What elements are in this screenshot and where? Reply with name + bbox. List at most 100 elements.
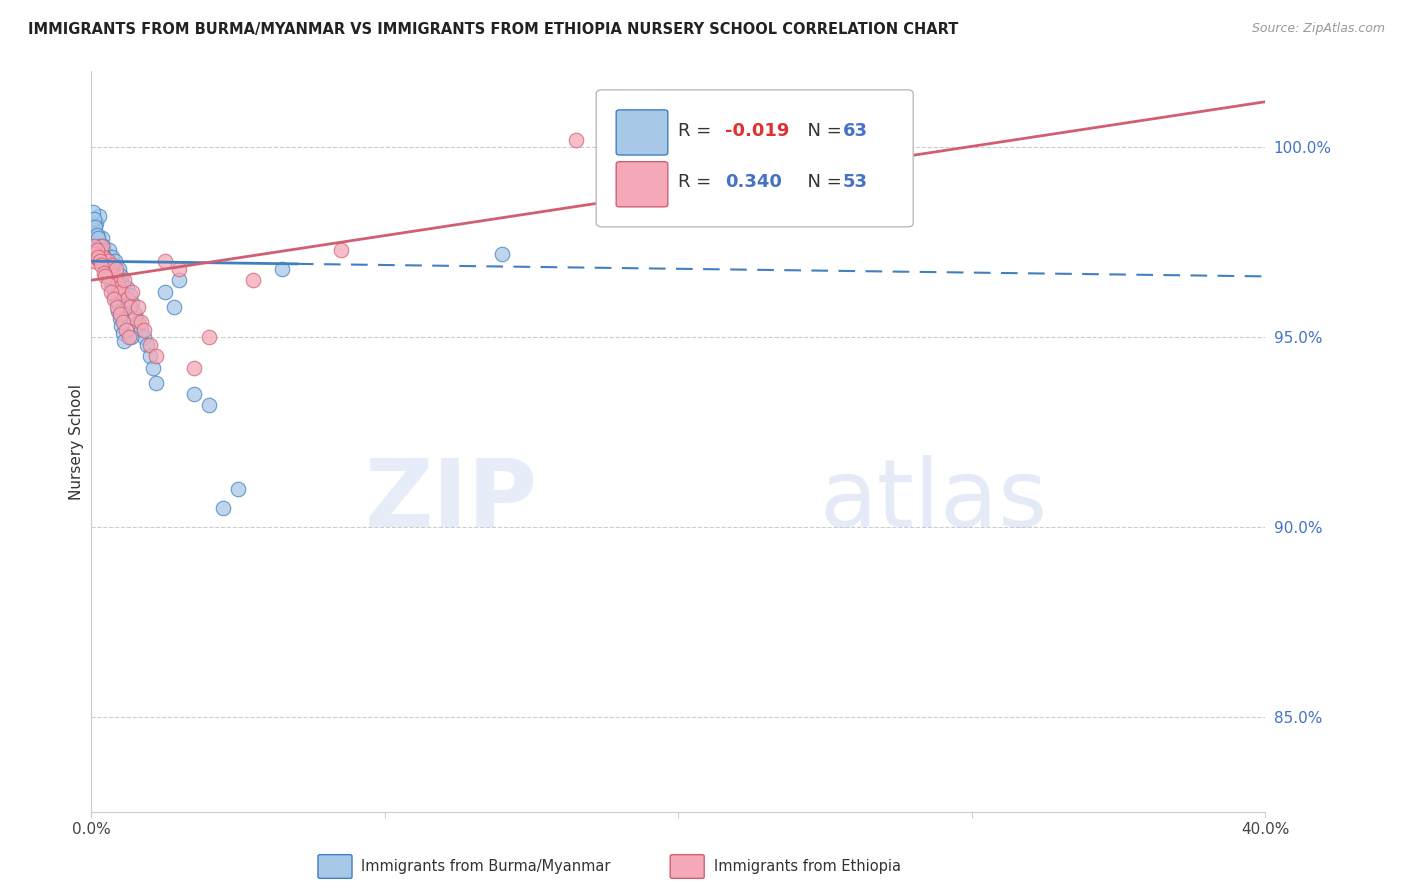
Point: [226, 482, 249, 496]
Point: [104, 254, 127, 268]
Point: [491, 246, 513, 260]
Point: [183, 387, 205, 401]
Point: [105, 296, 128, 310]
Point: [86, 227, 108, 242]
Point: [110, 269, 132, 284]
Point: [83, 212, 105, 227]
Point: [96, 266, 118, 280]
Text: Immigrants from Ethiopia: Immigrants from Ethiopia: [714, 859, 901, 874]
Point: [93, 266, 115, 280]
Point: [145, 349, 167, 363]
Point: [103, 258, 125, 272]
Text: N =: N =: [796, 173, 848, 192]
Point: [98, 261, 121, 276]
Point: [82, 246, 104, 260]
Point: [105, 261, 128, 276]
Point: [134, 330, 156, 344]
Point: [86, 243, 108, 257]
Point: [103, 288, 125, 302]
Point: [105, 266, 128, 280]
Point: [94, 261, 117, 276]
Point: [129, 315, 152, 329]
Point: [112, 273, 135, 287]
Point: [90, 258, 112, 272]
Point: [100, 277, 122, 291]
Point: [91, 239, 114, 253]
Point: [93, 258, 115, 272]
Point: [110, 285, 132, 299]
Point: [212, 500, 235, 515]
Point: [111, 277, 134, 291]
Point: [108, 281, 131, 295]
Point: [89, 243, 111, 257]
Point: [82, 204, 104, 219]
Point: [97, 277, 120, 291]
FancyBboxPatch shape: [671, 855, 704, 879]
Point: [118, 288, 141, 302]
Point: [90, 239, 112, 253]
Point: [242, 273, 264, 287]
Point: [129, 322, 152, 336]
Text: Source: ZipAtlas.com: Source: ZipAtlas.com: [1251, 22, 1385, 36]
Point: [94, 246, 117, 260]
Point: [100, 285, 122, 299]
Point: [86, 235, 108, 250]
Point: [121, 296, 143, 310]
Text: R =: R =: [678, 121, 717, 139]
Text: ZIP: ZIP: [364, 455, 537, 547]
Point: [100, 266, 122, 280]
Point: [83, 254, 105, 268]
Y-axis label: Nursery School: Nursery School: [69, 384, 84, 500]
Point: [124, 311, 146, 326]
Point: [105, 300, 128, 314]
Point: [104, 273, 127, 287]
Point: [90, 231, 112, 245]
Point: [134, 322, 156, 336]
Point: [112, 315, 135, 329]
Point: [329, 243, 352, 257]
Point: [96, 254, 118, 268]
FancyBboxPatch shape: [318, 855, 352, 879]
Point: [94, 258, 117, 272]
Text: atlas: atlas: [820, 455, 1047, 547]
Point: [101, 281, 124, 295]
Point: [89, 239, 111, 253]
Point: [145, 376, 167, 390]
Text: 0.340: 0.340: [725, 173, 782, 192]
Point: [118, 330, 141, 344]
Point: [87, 251, 110, 265]
Point: [103, 269, 125, 284]
Point: [84, 220, 107, 235]
Point: [124, 307, 146, 321]
Point: [112, 334, 135, 348]
Point: [84, 216, 107, 230]
Point: [87, 246, 110, 260]
Point: [564, 133, 586, 147]
FancyBboxPatch shape: [596, 90, 912, 227]
Point: [127, 300, 149, 314]
Point: [84, 251, 107, 265]
Point: [139, 337, 162, 351]
Point: [110, 318, 132, 333]
Point: [112, 285, 135, 299]
Point: [98, 243, 121, 257]
Point: [183, 360, 205, 375]
Text: N =: N =: [796, 121, 848, 139]
Point: [118, 300, 141, 314]
Point: [127, 315, 149, 329]
Text: -0.019: -0.019: [725, 121, 790, 139]
Point: [153, 285, 176, 299]
Point: [117, 300, 139, 314]
Point: [100, 261, 122, 276]
Point: [103, 292, 125, 306]
Point: [89, 254, 111, 268]
Point: [153, 254, 176, 268]
Point: [162, 300, 184, 314]
Point: [83, 224, 105, 238]
Point: [271, 261, 294, 276]
Point: [114, 292, 136, 306]
Point: [108, 307, 131, 321]
Point: [91, 251, 114, 265]
Point: [97, 269, 120, 284]
FancyBboxPatch shape: [616, 161, 668, 207]
